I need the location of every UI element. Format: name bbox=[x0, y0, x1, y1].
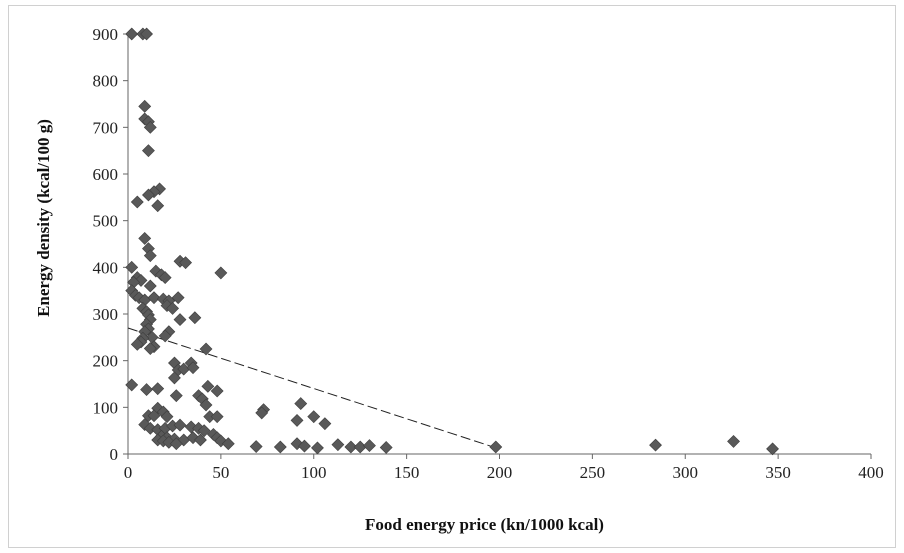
data-point bbox=[143, 279, 157, 293]
data-point bbox=[142, 144, 155, 158]
data-point bbox=[138, 231, 152, 245]
y-tick-label: 300 bbox=[93, 305, 119, 324]
data-point bbox=[147, 409, 161, 423]
data-point bbox=[766, 442, 779, 456]
data-point bbox=[199, 398, 213, 412]
data-point bbox=[489, 440, 503, 454]
data-point bbox=[649, 438, 662, 452]
data-point bbox=[179, 256, 193, 270]
data-point bbox=[125, 27, 139, 41]
x-axis-ticks: 0 50 100 150 200 250 300 350 400 bbox=[124, 454, 884, 482]
x-tick-label: 250 bbox=[580, 463, 606, 482]
data-point bbox=[169, 437, 183, 451]
y-tick-label: 500 bbox=[93, 212, 119, 231]
y-tick-label: 800 bbox=[93, 72, 119, 91]
x-tick-label: 300 bbox=[673, 463, 699, 482]
data-point bbox=[147, 291, 161, 305]
data-point bbox=[138, 99, 152, 113]
data-point bbox=[140, 27, 153, 41]
data-point bbox=[344, 440, 358, 454]
trendline bbox=[127, 327, 498, 449]
data-point bbox=[273, 440, 287, 454]
data-point bbox=[194, 433, 207, 447]
scatter-chart: 0 100 200 300 400 500 600 700 800 900 0 50 100 150 20… bbox=[34, 25, 884, 534]
data-point bbox=[166, 301, 180, 315]
data-point bbox=[130, 337, 144, 351]
data-point bbox=[249, 440, 263, 453]
y-tick-label: 200 bbox=[93, 352, 119, 371]
data-point bbox=[142, 188, 155, 202]
data-point bbox=[140, 383, 153, 397]
data-point bbox=[197, 424, 211, 438]
data-point bbox=[125, 378, 139, 392]
data-point bbox=[290, 413, 304, 427]
data-point bbox=[294, 397, 308, 411]
data-point bbox=[298, 439, 311, 453]
x-tick-label: 200 bbox=[487, 463, 513, 482]
data-point bbox=[727, 434, 740, 448]
data-point bbox=[173, 313, 187, 327]
data-points bbox=[125, 27, 779, 456]
x-tick-label: 50 bbox=[212, 463, 229, 482]
data-point bbox=[125, 260, 139, 274]
data-point bbox=[143, 249, 157, 263]
data-point bbox=[143, 342, 157, 355]
data-point bbox=[169, 389, 183, 403]
data-point bbox=[210, 410, 224, 424]
data-point bbox=[331, 438, 345, 452]
x-axis-title: Food energy price (kn/1000 kcal) bbox=[365, 515, 604, 534]
x-tick-label: 150 bbox=[394, 463, 420, 482]
data-point bbox=[171, 291, 185, 305]
y-tick-label: 900 bbox=[93, 25, 119, 44]
y-axis-title: Energy density (kcal/100 g) bbox=[34, 119, 53, 317]
data-point bbox=[255, 406, 269, 420]
data-point bbox=[363, 439, 376, 453]
data-point bbox=[168, 371, 181, 385]
y-tick-label: 700 bbox=[93, 118, 119, 137]
y-tick-label: 100 bbox=[93, 398, 119, 417]
data-point bbox=[214, 266, 228, 280]
data-point bbox=[151, 382, 165, 396]
data-point bbox=[379, 441, 393, 454]
data-point bbox=[188, 311, 202, 325]
data-point bbox=[158, 271, 172, 285]
data-point bbox=[353, 440, 367, 454]
data-point bbox=[160, 410, 174, 424]
x-tick-label: 400 bbox=[858, 463, 884, 482]
data-point bbox=[210, 384, 224, 398]
x-tick-label: 350 bbox=[765, 463, 791, 482]
data-point bbox=[199, 342, 213, 356]
data-point bbox=[221, 437, 235, 451]
axes bbox=[127, 34, 871, 455]
data-point bbox=[186, 361, 200, 375]
y-tick-label: 600 bbox=[93, 165, 119, 184]
x-tick-label: 100 bbox=[301, 463, 327, 482]
data-point bbox=[307, 410, 321, 424]
y-tick-label: 0 bbox=[110, 445, 119, 464]
chart-frame: 0 100 200 300 400 500 600 700 800 900 0 50 100 150 20… bbox=[8, 5, 896, 548]
data-point bbox=[130, 195, 144, 209]
data-point bbox=[151, 199, 165, 213]
data-point bbox=[173, 418, 187, 432]
data-point bbox=[201, 379, 215, 393]
data-point bbox=[158, 329, 172, 343]
data-point bbox=[143, 120, 157, 134]
x-tick-label: 0 bbox=[124, 463, 133, 482]
y-tick-label: 400 bbox=[93, 258, 119, 277]
data-point bbox=[311, 441, 324, 455]
y-axis-ticks: 0 100 200 300 400 500 600 700 800 900 bbox=[93, 25, 128, 464]
data-point bbox=[318, 417, 332, 431]
trendline-group bbox=[127, 327, 498, 449]
